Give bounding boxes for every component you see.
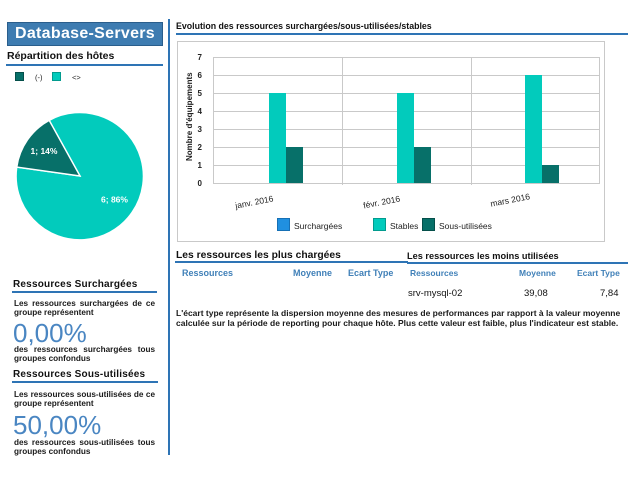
svg-text:6; 86%: 6; 86%	[101, 195, 128, 205]
svg-text:1; 14%: 1; 14%	[31, 146, 58, 156]
